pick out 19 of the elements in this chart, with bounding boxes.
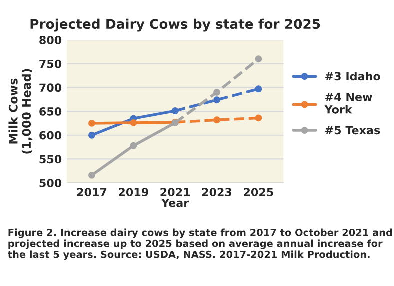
chart-title: Projected Dairy Cows by state for 2025 (30, 18, 320, 32)
x-tick-label: 2023 (202, 188, 232, 196)
y-tick-label: 600 (40, 131, 62, 140)
y-tick-label: 700 (40, 84, 62, 92)
x-axis-title: Year (161, 198, 190, 208)
y-axis-title: Milk Cows (1,000 Head) (8, 69, 33, 154)
caption: Figure 2. Increase dairy cows by state from 2017 to October 2021 and projected increase up to 2025 based on average annual increase for the last 5 years. Source: USDA, NASS. 2017-2021 Milk Production. (8, 228, 392, 260)
y-tick-label: 650 (40, 108, 62, 116)
x-tick-label: 2019 (119, 188, 148, 196)
legend-label: #3 Idaho (326, 72, 380, 81)
x-tick-label: 2017 (77, 188, 107, 196)
legend-label: #4 New York (324, 93, 372, 114)
x-tick-label: 2021 (160, 188, 190, 196)
y-tick-label: 550 (40, 155, 62, 164)
legend-label: #5 Texas (326, 126, 380, 135)
x-tick-label: 2025 (244, 188, 274, 196)
y-tick-label: 750 (40, 60, 62, 68)
y-tick-label: 800 (40, 36, 62, 44)
y-tick-label: 500 (40, 179, 62, 188)
